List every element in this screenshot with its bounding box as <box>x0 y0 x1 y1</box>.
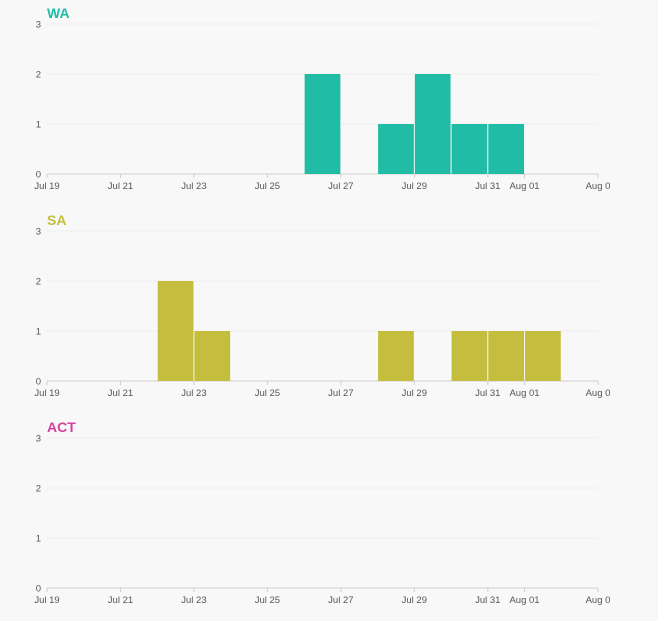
x-tick-label: Jul 23 <box>181 181 206 192</box>
x-tick-label: Jul 29 <box>402 388 427 399</box>
x-tick-label: Jul 19 <box>34 388 59 399</box>
x-tick-label: Jul 21 <box>108 181 133 192</box>
y-tick-label: 1 <box>36 534 41 545</box>
bar <box>488 124 525 174</box>
x-tick-label: Jul 27 <box>328 181 353 192</box>
y-tick-label: 1 <box>36 120 41 131</box>
x-tick-label: Jul 25 <box>255 388 280 399</box>
x-tick-label: Jul 27 <box>328 388 353 399</box>
y-tick-label: 1 <box>36 327 41 338</box>
y-tick-label: 3 <box>36 434 41 445</box>
bar <box>525 331 561 381</box>
x-tick-label: Aug 0 <box>586 595 611 606</box>
bar <box>488 331 525 381</box>
bar <box>378 331 414 381</box>
x-tick-label: Jul 27 <box>328 595 353 606</box>
x-tick-label: Jul 25 <box>255 181 280 192</box>
chart-plot-act: 0 1 2 3 Jul 19 Jul 21 Jul 23 Jul 25 Jul 27 Jul 29… <box>34 434 611 607</box>
chart-panel-wa: WA 0 1 2 3 Jul 19 Jul 21 Jul 23 Jul 25 Jul 27 Jul… <box>0 0 658 207</box>
x-tick-label: Jul 19 <box>34 181 59 192</box>
x-tick-label: Aug 0 <box>586 181 611 192</box>
x-tick-label: Jul 19 <box>34 595 59 606</box>
x-tick-label: Jul 29 <box>402 181 427 192</box>
x-tick-label: Jul 23 <box>181 595 206 606</box>
bar <box>451 331 488 381</box>
x-tick-label: Jul 21 <box>108 595 133 606</box>
bar <box>378 124 414 174</box>
chart-plot-sa: 0 1 2 3 Jul 19 Jul 21 Jul 23 Jul 25 Jul 27 Jul 29… <box>34 227 611 400</box>
y-tick-label: 0 <box>36 170 41 181</box>
x-tick-label: Jul 31 <box>475 388 500 399</box>
x-tick-label: Aug 01 <box>509 388 539 399</box>
bar <box>157 281 194 381</box>
x-tick-label: Jul 25 <box>255 595 280 606</box>
x-tick-label: Aug 01 <box>509 181 539 192</box>
y-tick-label: 3 <box>36 20 41 31</box>
x-tick-label: Aug 01 <box>509 595 539 606</box>
chart-title: WA <box>47 5 70 21</box>
chart-panel-sa: SA 0 1 2 3 Jul 19 Jul 21 Jul 23 Jul 25 Jul 27 Jul… <box>0 207 658 414</box>
x-tick-label: Jul 29 <box>402 595 427 606</box>
chart-plot-wa: 0 1 2 3 Jul 19 Jul 21 Jul 23 Jul 25 Jul 27 Jul 29… <box>34 20 611 193</box>
x-tick-label: Jul 21 <box>108 388 133 399</box>
y-tick-label: 2 <box>36 70 41 81</box>
chart-title: SA <box>47 212 67 228</box>
x-tick-label: Jul 31 <box>475 595 500 606</box>
y-tick-label: 2 <box>36 484 41 495</box>
bar <box>451 124 488 174</box>
y-tick-label: 0 <box>36 377 41 388</box>
bar <box>414 74 451 174</box>
x-tick-label: Jul 31 <box>475 181 500 192</box>
chart-title: ACT <box>47 419 76 435</box>
y-tick-label: 2 <box>36 277 41 288</box>
y-tick-label: 0 <box>36 584 41 595</box>
x-tick-label: Aug 0 <box>586 388 611 399</box>
y-tick-label: 3 <box>36 227 41 238</box>
chart-panel-act: ACT 0 1 2 3 Jul 19 Jul 21 Jul 23 Jul 25 Jul 27 Ju… <box>0 414 658 621</box>
bar <box>194 331 231 381</box>
x-tick-label: Jul 23 <box>181 388 206 399</box>
bar <box>304 74 341 174</box>
